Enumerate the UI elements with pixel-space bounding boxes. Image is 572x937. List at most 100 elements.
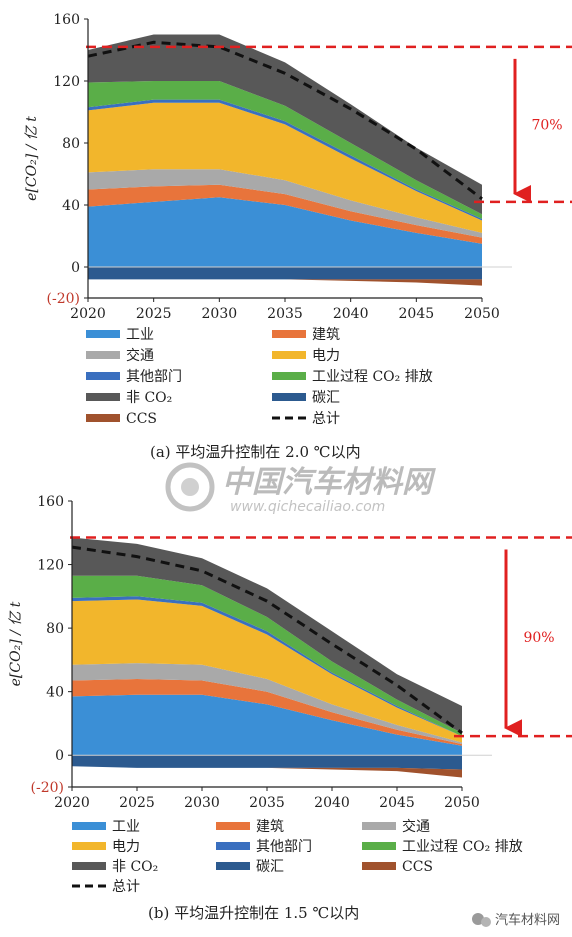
area-transport bbox=[88, 169, 482, 238]
total-line bbox=[87, 40, 483, 200]
legend-label: 非 CO₂ bbox=[112, 859, 158, 875]
x-tick-label: 2025 bbox=[119, 795, 155, 811]
chart-caption: (b) 平均温升控制在 1.5 ℃以内 bbox=[148, 904, 359, 922]
legend-item: CCS bbox=[86, 411, 157, 427]
area-industry bbox=[88, 197, 482, 267]
chart-a: 70% (-20) 0 40 80 120 160 2020 2025 2030 2035 2040 2… bbox=[24, 12, 572, 461]
x-tick-label: 2040 bbox=[314, 795, 350, 811]
y-tick-label: 120 bbox=[37, 558, 64, 574]
legend-label: 建筑 bbox=[312, 327, 340, 343]
legend-label: 碳汇 bbox=[312, 390, 340, 406]
y-tick-label: 160 bbox=[53, 12, 80, 28]
watermark-logo-inner bbox=[181, 478, 199, 496]
legend-item: 建筑 bbox=[216, 819, 284, 835]
legend-item: 工业过程 CO₂ 排放 bbox=[362, 839, 523, 855]
legend-label: 总计 bbox=[312, 411, 340, 427]
legend-item: 建筑 bbox=[272, 327, 340, 343]
legend-label: 碳汇 bbox=[256, 859, 284, 875]
legend-item: 工业 bbox=[72, 819, 140, 835]
area-power bbox=[88, 102, 482, 233]
legend-label: 交通 bbox=[402, 818, 430, 835]
legend-swatch-ccs bbox=[362, 862, 396, 870]
wechat-label: 汽车材料网 bbox=[495, 912, 560, 928]
x-tick-label: 2045 bbox=[379, 795, 415, 811]
legend-swatch-other_sectors bbox=[86, 372, 120, 380]
legend-swatch-transport bbox=[362, 822, 396, 830]
legend-item: 碳汇 bbox=[216, 859, 284, 875]
area-building bbox=[72, 679, 462, 746]
area-industry bbox=[72, 694, 462, 756]
legend-item: 总计 bbox=[272, 411, 340, 427]
legend-swatch-non_co2 bbox=[72, 862, 106, 870]
legend-label: 工业过程 CO₂ 排放 bbox=[402, 839, 523, 855]
legend-item: 非 CO₂ bbox=[72, 859, 158, 875]
legend-label: 总计 bbox=[112, 879, 140, 895]
legend-item: 其他部门 bbox=[86, 369, 182, 385]
legend-label: 其他部门 bbox=[126, 369, 182, 385]
x-tick-label: 2030 bbox=[184, 795, 220, 811]
x-tick-label: 2040 bbox=[333, 306, 369, 322]
legend-item: 电力 bbox=[272, 348, 340, 364]
x-tick-label: 2025 bbox=[136, 306, 172, 322]
legend-item: 交通 bbox=[86, 347, 154, 364]
legend-label: 工业 bbox=[126, 327, 154, 343]
x-tick-label: 2050 bbox=[444, 795, 480, 811]
legend-label: 工业过程 CO₂ 排放 bbox=[312, 369, 433, 385]
x-tick-label: 2035 bbox=[267, 306, 303, 322]
legend-swatch-industry bbox=[72, 822, 106, 830]
wechat-icon-bubble bbox=[481, 917, 491, 927]
x-tick-label: 2020 bbox=[70, 306, 106, 322]
area-building bbox=[88, 184, 482, 244]
y-tick-label: 80 bbox=[46, 621, 64, 637]
reduction-label: 90% bbox=[523, 630, 554, 646]
legend-swatch-transport bbox=[86, 351, 120, 359]
area-power bbox=[72, 599, 462, 743]
legend-label: 电力 bbox=[312, 348, 340, 364]
area-carbon_sink bbox=[72, 755, 462, 770]
total-line bbox=[71, 545, 463, 735]
legend-swatch-building bbox=[216, 822, 250, 830]
legend-swatch-building bbox=[272, 330, 306, 338]
y-tick-label: (-20) bbox=[47, 291, 80, 307]
x-tick-label: 2035 bbox=[249, 795, 285, 811]
y-tick-label: 40 bbox=[46, 685, 64, 701]
x-tick-label: 2030 bbox=[202, 306, 238, 322]
legend-swatch-industrial_process bbox=[362, 842, 396, 850]
x-tick-label: 2045 bbox=[399, 306, 435, 322]
legend-item: 工业过程 CO₂ 排放 bbox=[272, 369, 433, 385]
legend-item: 碳汇 bbox=[272, 390, 340, 406]
legend-label: 其他部门 bbox=[256, 839, 312, 855]
legend-label: CCS bbox=[402, 859, 433, 875]
area-non_co2 bbox=[88, 34, 482, 215]
legend-swatch-industrial_process bbox=[272, 372, 306, 380]
legend-swatch-carbon_sink bbox=[216, 862, 250, 870]
legend-label: CCS bbox=[126, 411, 157, 427]
watermark-logo-icon bbox=[165, 462, 215, 512]
y-tick-label: 0 bbox=[71, 260, 80, 276]
area-transport bbox=[72, 663, 462, 745]
area-industrial_process bbox=[88, 81, 482, 219]
area-non_co2 bbox=[72, 537, 462, 733]
y-tick-label: 160 bbox=[37, 494, 64, 510]
y-axis-label: e[CO₂] / 亿 t bbox=[24, 116, 40, 201]
legend-label: 建筑 bbox=[256, 819, 284, 835]
watermark-en: www.qichecailiao.com bbox=[230, 499, 385, 515]
y-tick-label: 120 bbox=[53, 74, 80, 90]
reduction-label: 70% bbox=[531, 117, 562, 133]
watermark-cn: 中国汽车材料网 bbox=[222, 465, 436, 500]
area-industrial_process bbox=[72, 575, 462, 737]
x-tick-label: 2020 bbox=[54, 795, 90, 811]
legend-item: 总计 bbox=[72, 879, 140, 895]
legend-swatch-non_co2 bbox=[86, 393, 120, 401]
legend-item: 交通 bbox=[362, 818, 430, 835]
legend-swatch-carbon_sink bbox=[272, 393, 306, 401]
legend-item: CCS bbox=[362, 859, 433, 875]
y-axis-label: e[CO₂] / 亿 t bbox=[8, 601, 24, 686]
chart-caption: (a) 平均温升控制在 2.0 ℃以内 bbox=[150, 443, 361, 461]
legend-swatch-other_sectors bbox=[216, 842, 250, 850]
y-tick-label: 40 bbox=[62, 198, 80, 214]
y-tick-label: (-20) bbox=[31, 780, 64, 796]
legend-label: 电力 bbox=[112, 839, 140, 855]
legend-item: 其他部门 bbox=[216, 839, 312, 855]
